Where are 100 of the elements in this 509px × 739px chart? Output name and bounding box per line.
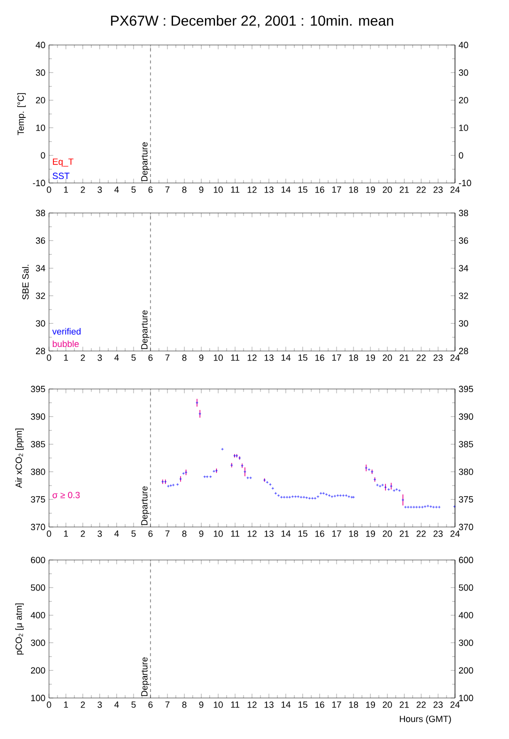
x-tick-label: 18 [349, 354, 358, 361]
y2-tick-label: 100 [459, 694, 474, 702]
x-tick-label: 22 [416, 702, 426, 708]
y2-tick-label: 370 [458, 524, 474, 530]
y-tick-label: 10 [36, 124, 46, 131]
x-tick-label: 16 [315, 186, 324, 193]
annotation: σ ≥ 0.3 [52, 492, 80, 498]
x-tick-label: 22 [416, 186, 426, 193]
y2-tick-label: 375 [458, 496, 474, 503]
y-axis-title: pCO$_{2}$ [μ atm] [15, 603, 24, 655]
ref-line-label: Departure [141, 310, 150, 350]
x-tick-label: 0 [46, 530, 52, 537]
y2-tick-label: 34 [458, 265, 468, 272]
y-tick-label: 375 [30, 496, 46, 503]
y-tick-label: 390 [30, 413, 46, 420]
annotation: verified [52, 328, 81, 335]
y2-tick-label: 385 [458, 441, 474, 448]
x-tick-label: 12 [248, 186, 257, 193]
x-tick-label: 5 [131, 530, 136, 537]
y-tick-label: 40 [36, 42, 46, 48]
y2-tick-label: 395 [458, 386, 474, 392]
x-tick-label: 18 [349, 530, 358, 537]
x-tick-label: 14 [282, 354, 291, 361]
x-tick-label: 24 [450, 702, 460, 708]
ref-line-label: Departure [141, 657, 150, 696]
x-tick-label: 18 [349, 702, 358, 708]
x-tick-label: 5 [131, 186, 136, 193]
y-tick-label: 380 [30, 468, 46, 475]
y-tick-label: -10 [32, 180, 46, 186]
y2-tick-label: 500 [458, 584, 474, 591]
x-tick-label: 23 [434, 354, 443, 361]
x-tick-label: 4 [114, 530, 119, 537]
y2-tick-label: 28 [458, 348, 468, 354]
annotation: Eq_T [52, 158, 74, 167]
x-tick-label: 14 [282, 702, 291, 708]
y-tick-label: 600 [30, 556, 46, 564]
x-tick-label: 3 [98, 354, 102, 361]
x-tick-label: 16 [315, 702, 324, 708]
x-tick-label: 12 [248, 702, 257, 708]
x-tick-label: 12 [248, 530, 257, 537]
y2-tick-label: -10 [458, 180, 472, 186]
x-tick-label: 21 [400, 530, 409, 537]
y2-tick-label: 36 [458, 237, 468, 244]
x-tick-label: 6 [148, 354, 153, 361]
y-tick-label: 300 [30, 640, 46, 646]
x-tick-label: 11 [231, 530, 240, 537]
y2-tick-label: 30 [458, 69, 468, 76]
x-tick-label: 20 [382, 702, 392, 708]
x-tick-label: 1 [64, 354, 68, 361]
x-tick-label: 13 [264, 186, 274, 193]
x-tick-label: 17 [332, 530, 342, 537]
y-tick-label: 36 [36, 237, 46, 244]
x-tick-label: 14 [282, 186, 291, 193]
x-tick-label: 15 [298, 530, 308, 537]
x-tick-label: 13 [264, 354, 274, 361]
x-tick-label: 11 [231, 354, 240, 361]
x-tick-label: 20 [382, 354, 392, 361]
x-tick-label: 21 [400, 354, 409, 361]
x-tick-label: 17 [332, 186, 342, 193]
x-tick-label: 24 [450, 186, 460, 193]
y-tick-label: 0 [40, 152, 46, 159]
x-tick-label: 3 [98, 186, 102, 193]
x-tick-label: 7 [165, 530, 170, 537]
x-tick-label: 11 [231, 186, 240, 193]
x-tick-label: 0 [46, 702, 52, 708]
x-tick-label: 10 [214, 702, 223, 708]
y-axis-title: Temp. [°C] [17, 93, 26, 136]
x-tick-label: 19 [366, 702, 375, 708]
x-tick-label: 8 [182, 354, 186, 361]
x-tick-label: 8 [182, 186, 186, 193]
x-tick-label: 9 [199, 354, 204, 361]
x-tick-label: 7 [165, 186, 170, 193]
x-tick-label: 2 [80, 702, 85, 708]
y-axis-title: Air xCO$_{2}$ [ppm] [15, 428, 24, 488]
x-tick-label: 11 [231, 702, 240, 708]
x-tick-label: 0 [46, 186, 52, 193]
x-tick-label: 19 [366, 530, 375, 537]
x-tick-label: 23 [434, 702, 443, 708]
x-tick-label: 15 [298, 354, 308, 361]
y2-tick-label: 0 [458, 152, 464, 159]
x-tick-label: 23 [434, 530, 443, 537]
y-tick-label: 32 [36, 292, 46, 299]
x-tick-label: 24 [450, 354, 460, 361]
x-tick-label: 2 [80, 530, 85, 537]
x-tick-label: 10 [214, 186, 223, 193]
x-tick-label: 22 [416, 354, 426, 361]
x-tick-label: 9 [199, 530, 204, 537]
y2-tick-label: 40 [458, 42, 468, 48]
y2-tick-label: 390 [458, 413, 474, 420]
x-tick-label: 18 [349, 186, 358, 193]
x-tick-label: 2 [80, 354, 85, 361]
x-tick-label: 21 [400, 702, 409, 708]
x-tick-label: 21 [400, 186, 409, 193]
x-tick-label: 1 [64, 702, 68, 708]
x-tick-label: 10 [214, 354, 223, 361]
x-tick-label: 1 [64, 530, 68, 537]
x-tick-label: 3 [98, 702, 102, 708]
x-tick-label: 19 [366, 186, 375, 193]
x-tick-label: 10 [214, 530, 223, 537]
x-tick-label: 24 [450, 530, 460, 537]
